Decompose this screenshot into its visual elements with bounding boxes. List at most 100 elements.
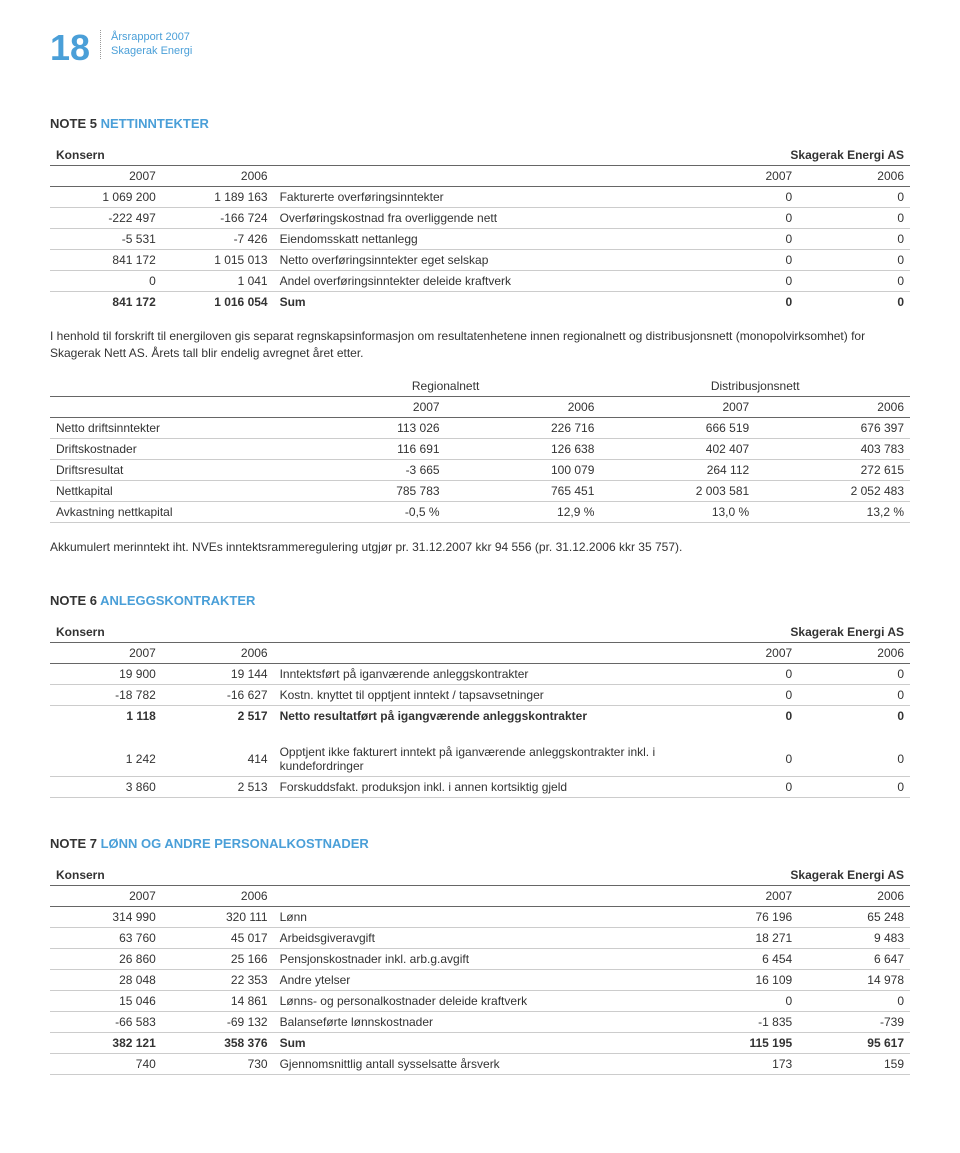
cell: 1 069 200	[50, 187, 162, 208]
cell: 0	[798, 706, 910, 727]
note6-name: ANLEGGSKONTRAKTER	[100, 593, 255, 608]
sum-row: 382 121 358 376 Sum 115 195 95 617	[50, 1033, 910, 1054]
note5-para2: Akkumulert merinntekt iht. NVEs inntekts…	[50, 539, 910, 556]
yr: 2006	[446, 396, 601, 417]
yr: 2006	[798, 886, 910, 907]
table-row: 26 86025 166Pensjonskostnader inkl. arb.…	[50, 949, 910, 970]
yr: 2006	[798, 166, 910, 187]
cell: 358 376	[162, 1033, 274, 1054]
table-row: -66 583-69 132Balanseførte lønnskostnade…	[50, 1012, 910, 1033]
cell: Opptjent ikke fakturert inntekt på iganv…	[274, 742, 687, 777]
doc-title-line-2: Skagerak Energi	[111, 44, 192, 58]
cell: 65 248	[798, 907, 910, 928]
cell: 0	[798, 777, 910, 798]
cell: 272 615	[755, 459, 910, 480]
cell: Netto driftsinntekter	[50, 417, 291, 438]
cell: Gjennomsnittlig antall sysselsatte årsve…	[274, 1054, 687, 1075]
cell: 16 109	[686, 970, 798, 991]
year-row: 2007 2006 2007 2006	[50, 886, 910, 907]
cell: Lønns- og personalkostnader deleide kraf…	[274, 991, 687, 1012]
cell: 2 517	[162, 706, 274, 727]
yr: 2007	[600, 396, 755, 417]
cell: 3 860	[50, 777, 162, 798]
cell: 0	[798, 271, 910, 292]
note5-num: NOTE 5	[50, 116, 97, 131]
cell: -222 497	[50, 208, 162, 229]
cell: 13,0 %	[600, 501, 755, 522]
doc-title-block: Årsrapport 2007 Skagerak Energi	[100, 30, 192, 59]
table-row: -5 531-7 426Eiendomsskatt nettanlegg00	[50, 229, 910, 250]
cell: 0	[686, 271, 798, 292]
table-row: 19 90019 144Inntektsført på iganværende …	[50, 664, 910, 685]
cell: 740	[50, 1054, 162, 1075]
note5-section: NOTE 5 NETTINNTEKTER Konsern Skagerak En…	[50, 116, 910, 555]
cell: -69 132	[162, 1012, 274, 1033]
table-row: Driftsresultat-3 665100 079264 112272 61…	[50, 459, 910, 480]
cell: 63 760	[50, 928, 162, 949]
cell: 0	[798, 292, 910, 313]
cell: 13,2 %	[755, 501, 910, 522]
cell: Driftsresultat	[50, 459, 291, 480]
cell: 6 454	[686, 949, 798, 970]
cell: 226 716	[446, 417, 601, 438]
yr: 2006	[162, 166, 274, 187]
cell: 0	[50, 271, 162, 292]
cell: -5 531	[50, 229, 162, 250]
cell: Eiendomsskatt nettanlegg	[274, 229, 687, 250]
cell: 95 617	[798, 1033, 910, 1054]
cell: Sum	[274, 1033, 687, 1054]
cell: 0	[798, 742, 910, 777]
cell: 0	[798, 208, 910, 229]
note6-table2: 1 242414Opptjent ikke fakturert inntekt …	[50, 742, 910, 798]
cell: -18 782	[50, 685, 162, 706]
hdr-left: Konsern	[50, 145, 274, 166]
table-row: -222 497-166 724Overføringskostnad fra o…	[50, 208, 910, 229]
cell: Kostn. knyttet til opptjent inntekt / ta…	[274, 685, 687, 706]
cell: 45 017	[162, 928, 274, 949]
cell: 2 003 581	[600, 480, 755, 501]
note5-para1: I henhold til forskrift til energiloven …	[50, 328, 910, 362]
table-header-row: Regionalnett Distribusjonsnett	[50, 376, 910, 397]
note7-name: LØNN OG ANDRE PERSONALKOSTNADER	[101, 836, 369, 851]
cell: 116 691	[291, 438, 446, 459]
table-row: 15 04614 861Lønns- og personalkostnader …	[50, 991, 910, 1012]
doc-title-line-1: Årsrapport 2007	[111, 30, 192, 44]
cell: 12,9 %	[446, 501, 601, 522]
cell: 1 189 163	[162, 187, 274, 208]
cell: Driftskostnader	[50, 438, 291, 459]
cell: 0	[686, 991, 798, 1012]
cell: Nettkapital	[50, 480, 291, 501]
cell: Avkastning nettkapital	[50, 501, 291, 522]
note5-table1: Konsern Skagerak Energi AS 2007 2006 200…	[50, 145, 910, 312]
cell: 9 483	[798, 928, 910, 949]
cell: 402 407	[600, 438, 755, 459]
year-row: 2007 2006 2007 2006	[50, 643, 910, 664]
cell: 785 783	[291, 480, 446, 501]
cell: 0	[686, 187, 798, 208]
cell: 19 144	[162, 664, 274, 685]
cell: -7 426	[162, 229, 274, 250]
yr: 2006	[162, 886, 274, 907]
cell: 115 195	[686, 1033, 798, 1054]
cell: 0	[686, 250, 798, 271]
yr: 2007	[686, 643, 798, 664]
cell: Sum	[274, 292, 687, 313]
page-number: 18	[50, 30, 90, 66]
table-row: 01 041Andel overføringsinntekter deleide…	[50, 271, 910, 292]
cell: Lønn	[274, 907, 687, 928]
yr: 2006	[755, 396, 910, 417]
cell: Pensjonskostnader inkl. arb.g.avgift	[274, 949, 687, 970]
table-header-row: Konsern Skagerak Energi AS	[50, 622, 910, 643]
yr: 2007	[291, 396, 446, 417]
note5-title: NOTE 5 NETTINNTEKTER	[50, 116, 910, 131]
hdr-left: Konsern	[50, 622, 274, 643]
note7-table: Konsern Skagerak Energi AS 2007 2006 200…	[50, 865, 910, 1075]
cell: Andre ytelser	[274, 970, 687, 991]
cell: 100 079	[446, 459, 601, 480]
cell: 1 041	[162, 271, 274, 292]
cell: 314 990	[50, 907, 162, 928]
cell: 0	[686, 777, 798, 798]
cell: 6 647	[798, 949, 910, 970]
cell: 0	[686, 742, 798, 777]
yr: 2007	[50, 166, 162, 187]
